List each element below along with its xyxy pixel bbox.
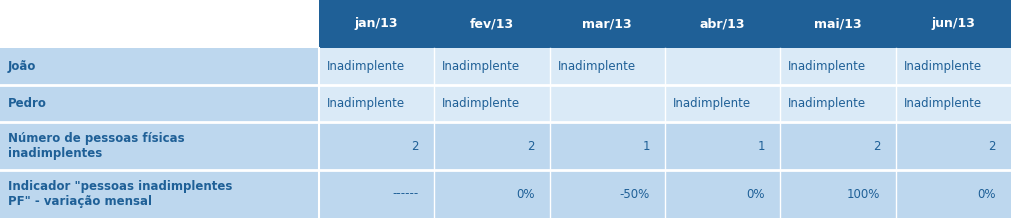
Text: 0%: 0% bbox=[746, 187, 764, 201]
Bar bbox=[0, 122, 318, 170]
Text: Inadimplente: Inadimplente bbox=[557, 60, 635, 73]
Text: Número de pessoas físicas
inadimplentes: Número de pessoas físicas inadimplentes bbox=[8, 132, 185, 160]
Text: 2: 2 bbox=[988, 140, 995, 153]
Bar bbox=[0, 170, 318, 218]
Bar bbox=[434, 170, 549, 218]
Text: jun/13: jun/13 bbox=[930, 17, 975, 31]
Bar bbox=[0, 0, 318, 48]
Bar bbox=[664, 48, 779, 85]
Text: 2: 2 bbox=[872, 140, 880, 153]
Text: João: João bbox=[8, 60, 36, 73]
Text: ------: ------ bbox=[392, 187, 419, 201]
Bar bbox=[895, 170, 1010, 218]
Bar bbox=[895, 85, 1010, 122]
Bar bbox=[779, 85, 895, 122]
Bar bbox=[895, 0, 1010, 48]
Text: 0%: 0% bbox=[977, 187, 995, 201]
Bar bbox=[779, 170, 895, 218]
Text: mar/13: mar/13 bbox=[581, 17, 632, 31]
Bar bbox=[318, 48, 434, 85]
Text: Inadimplente: Inadimplente bbox=[442, 97, 520, 110]
Text: jan/13: jan/13 bbox=[355, 17, 397, 31]
Bar bbox=[0, 48, 318, 85]
Text: mai/13: mai/13 bbox=[813, 17, 861, 31]
Bar bbox=[434, 48, 549, 85]
Text: 2: 2 bbox=[527, 140, 534, 153]
Text: Indicador "pessoas inadimplentes
PF" - variação mensal: Indicador "pessoas inadimplentes PF" - v… bbox=[8, 180, 233, 208]
Bar bbox=[664, 122, 779, 170]
Bar bbox=[664, 170, 779, 218]
Text: -50%: -50% bbox=[619, 187, 649, 201]
Bar bbox=[779, 48, 895, 85]
Bar bbox=[549, 170, 664, 218]
Text: Inadimplente: Inadimplente bbox=[442, 60, 520, 73]
Text: 0%: 0% bbox=[516, 187, 534, 201]
Bar bbox=[664, 85, 779, 122]
Text: Inadimplente: Inadimplente bbox=[903, 60, 981, 73]
Text: Inadimplente: Inadimplente bbox=[903, 97, 981, 110]
Bar bbox=[434, 85, 549, 122]
Bar bbox=[549, 0, 664, 48]
Bar bbox=[318, 85, 434, 122]
Text: 2: 2 bbox=[411, 140, 419, 153]
Bar bbox=[664, 0, 779, 48]
Bar bbox=[0, 85, 318, 122]
Text: abr/13: abr/13 bbox=[700, 17, 744, 31]
Bar bbox=[895, 48, 1010, 85]
Text: Pedro: Pedro bbox=[8, 97, 47, 110]
Bar bbox=[779, 122, 895, 170]
Bar bbox=[549, 48, 664, 85]
Bar bbox=[434, 0, 549, 48]
Bar bbox=[779, 0, 895, 48]
Bar bbox=[318, 170, 434, 218]
Text: fev/13: fev/13 bbox=[469, 17, 514, 31]
Bar bbox=[549, 122, 664, 170]
Text: 1: 1 bbox=[757, 140, 764, 153]
Bar bbox=[549, 85, 664, 122]
Bar bbox=[318, 0, 434, 48]
Text: Inadimplente: Inadimplente bbox=[788, 60, 865, 73]
Bar bbox=[434, 122, 549, 170]
Bar bbox=[895, 122, 1010, 170]
Text: 100%: 100% bbox=[846, 187, 880, 201]
Text: Inadimplente: Inadimplente bbox=[672, 97, 750, 110]
Text: 1: 1 bbox=[642, 140, 649, 153]
Text: Inadimplente: Inadimplente bbox=[788, 97, 865, 110]
Text: Inadimplente: Inadimplente bbox=[327, 60, 404, 73]
Text: Inadimplente: Inadimplente bbox=[327, 97, 404, 110]
Bar bbox=[318, 122, 434, 170]
